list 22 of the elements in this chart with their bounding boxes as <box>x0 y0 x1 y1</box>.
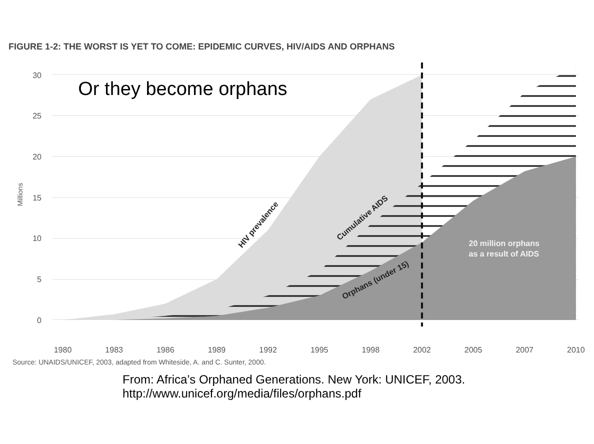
x-tick-label: 2010 <box>567 346 586 354</box>
y-tick-label: 0 <box>37 316 42 325</box>
y-tick-label: 20 <box>32 152 42 162</box>
text: From: Africa’s Orphaned Generations. New York: UNICEF, 2003. http://www.unicef.org/media/files/orphans.pdf <box>122 372 466 400</box>
y-tick-label: 25 <box>32 112 42 121</box>
y-tick-label: 10 <box>32 234 42 244</box>
annotation: Or they become orphans <box>78 78 288 100</box>
y-tick-label: 30 <box>32 70 42 80</box>
x-tick-label: 1989 <box>208 346 226 354</box>
y-tick-label: 5 <box>37 275 42 284</box>
annotation: 20 million orphans as a result of AIDS <box>468 238 540 259</box>
x-tick-label: 1986 <box>156 346 175 354</box>
chart-title: FIGURE 1-2: THE WORST IS YET TO COME: EPIDEMIC CURVES, HIV/AIDS AND ORPHANS <box>8 42 395 52</box>
x-tick-label: 1992 <box>259 346 278 354</box>
x-tick-label: 2002 <box>413 346 432 354</box>
x-tick-label: 1983 <box>105 346 124 354</box>
x-tick-label: 1980 <box>54 346 72 354</box>
y-tick-label: 15 <box>32 193 42 202</box>
x-tick-label: 1995 <box>310 346 329 354</box>
x-tick-label: 1998 <box>362 346 380 354</box>
x-tick-label: 2007 <box>516 346 534 354</box>
x-tick-label: 2005 <box>464 346 483 354</box>
